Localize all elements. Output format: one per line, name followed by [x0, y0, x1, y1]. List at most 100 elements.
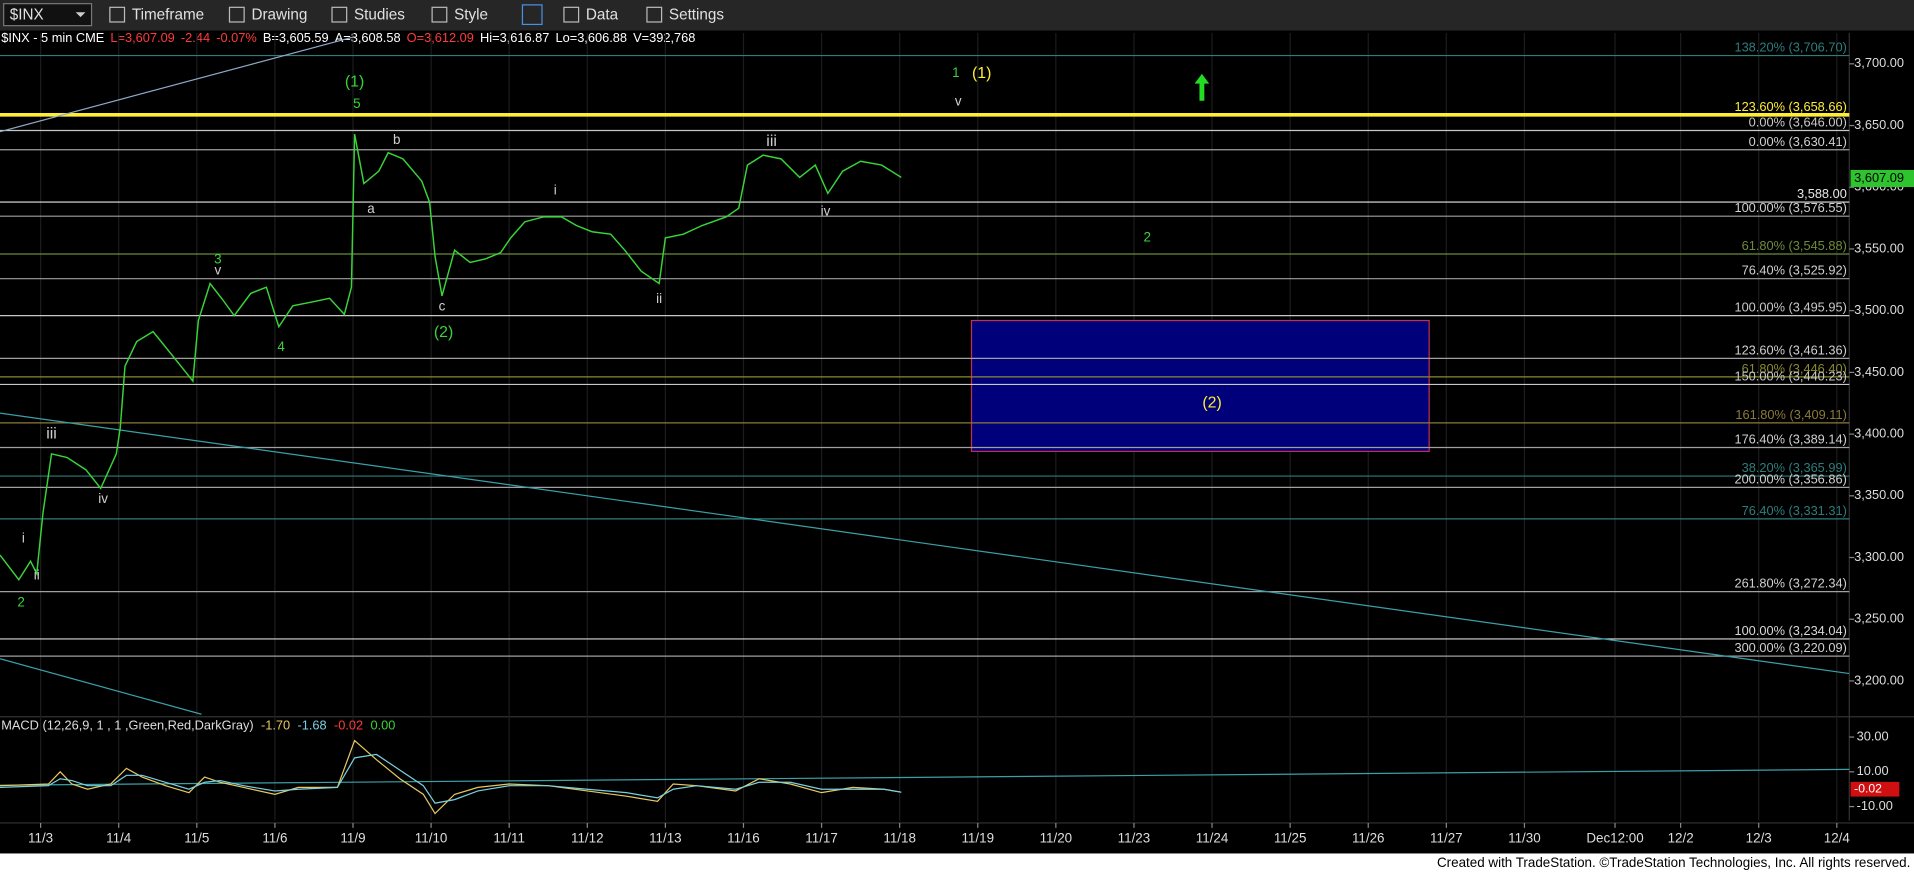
fib-label: 61.80% (3,446.40) [1742, 361, 1847, 376]
x-tick-label: 11/23 [1118, 830, 1151, 845]
header-field: O=3,612.09 [407, 30, 474, 45]
header-field: -2.44 [181, 30, 210, 45]
wave-label: a [367, 201, 375, 216]
header-field: $INX - 5 min CME [1, 30, 104, 45]
wave-label: 5 [353, 96, 360, 111]
y-tick-label: 3,300.00 [1854, 549, 1904, 564]
macd-y-tick-label: 10.00 [1857, 763, 1889, 778]
y-tick-label: 3,200.00 [1854, 672, 1904, 687]
menu-item[interactable]: Studies [354, 6, 405, 23]
menu-icon [331, 6, 348, 23]
menu-item[interactable]: Drawing [251, 6, 307, 23]
layout-icon[interactable] [521, 4, 543, 26]
x-tick-label: 11/4 [106, 830, 132, 845]
y-tick-label: 3,250.00 [1854, 611, 1904, 626]
fib-label: 76.40% (3,525.92) [1742, 263, 1847, 278]
menu-icon [646, 6, 663, 23]
header-field: Lo=3,606.88 [555, 30, 627, 45]
wave-label: 1 [952, 65, 959, 80]
fib-label: 38.20% (3,365.99) [1742, 460, 1847, 475]
wave-label: iv [821, 203, 831, 218]
price-line [0, 134, 902, 582]
menu-icon [431, 6, 448, 23]
target-zone [970, 319, 1430, 452]
menu-item[interactable]: Settings [669, 6, 724, 23]
y-tick-label: 3,500.00 [1854, 302, 1904, 317]
wave-label: 3 [214, 252, 221, 267]
macd-readout: -0.02 [334, 718, 363, 733]
y-tick-label: 3,350.00 [1854, 487, 1904, 502]
last-price-label: 3,607.09 [1854, 170, 1904, 185]
x-tick-label: 11/3 [28, 830, 53, 845]
footer-text: Created with TradeStation. ©TradeStation… [1437, 855, 1910, 870]
menu-item[interactable]: Style [454, 6, 488, 23]
wave-label: iii [766, 133, 777, 150]
macd-title: MACD (12,26,9, 1 , 1 ,Green,Red,DarkGray… [1, 718, 253, 733]
x-tick-label: 11/19 [961, 830, 994, 845]
wave-label: iii [46, 425, 57, 442]
x-tick-label: 12/3 [1746, 830, 1772, 845]
x-tick-label: 11/12 [571, 830, 604, 845]
x-tick-label: 11/13 [649, 830, 682, 845]
macd-last-box [1850, 781, 1900, 797]
macd-last-label: -0.02 [1854, 781, 1882, 795]
x-tick-label: 12/2 [1668, 830, 1694, 845]
fib-label: 100.00% (3,495.95) [1734, 300, 1846, 315]
macd-y-tick-label: 30.00 [1857, 728, 1889, 743]
menu-item[interactable]: Data [586, 6, 619, 23]
macd-line [0, 753, 902, 804]
fib-label: 300.00% (3,220.09) [1734, 640, 1846, 655]
x-tick-label: 11/30 [1508, 830, 1541, 845]
wave-label: c [439, 299, 446, 314]
wave-label: iv [98, 491, 108, 506]
menu-icon [109, 6, 126, 23]
trendline [0, 658, 202, 715]
menu-item[interactable]: Timeframe [132, 6, 204, 23]
last-price-box [1850, 169, 1914, 188]
fib-label: 100.00% (3,234.04) [1734, 623, 1846, 638]
fib-label: 200.00% (3,356.86) [1734, 471, 1846, 486]
fib-label: 123.60% (3,658.66) [1734, 99, 1846, 114]
trendline [0, 36, 355, 133]
fib-label: 100.00% (3,576.55) [1734, 200, 1846, 215]
wave-label: v [215, 263, 222, 278]
symbol-box[interactable] [3, 3, 93, 27]
trendline [0, 412, 1850, 675]
x-tick-label: 11/17 [805, 830, 838, 845]
wave-label: i [22, 531, 25, 546]
wave-label: 4 [277, 339, 285, 354]
fib-label: 76.40% (3,331.31) [1742, 503, 1847, 518]
x-tick-label: 11/9 [340, 830, 365, 845]
fib-label: 176.40% (3,389.14) [1734, 432, 1846, 447]
menu-icon [228, 6, 245, 23]
x-tick-label: 11/25 [1274, 830, 1307, 845]
y-tick-label: 3,400.00 [1854, 425, 1904, 440]
header-line: $INX - 5 min CME L=3,607.09 -2.44 -0.07% B=3… [1, 30, 695, 45]
wave-label: ii [656, 291, 662, 306]
fib-label: 123.60% (3,461.36) [1734, 342, 1846, 357]
x-tick-label: 11/16 [727, 830, 760, 845]
up-arrow [1194, 73, 1210, 101]
y-tick-label: 3,650.00 [1854, 117, 1904, 132]
header-field: V=392,768 [633, 30, 695, 45]
x-tick-label: 11/11 [493, 830, 525, 845]
fib-label: 138.20% (3,706.70) [1734, 40, 1846, 55]
wave-label: i [554, 182, 557, 197]
fib-label: 161.80% (3,409.11) [1735, 407, 1846, 422]
wave-label: (1) [972, 65, 991, 82]
x-tick-label: 11/20 [1040, 830, 1073, 845]
x-tick-label: 12/4 [1824, 830, 1851, 845]
wave-label: ii [34, 568, 40, 583]
dropdown-icon [75, 12, 86, 18]
symbol[interactable]: $INX [10, 6, 44, 23]
header-field: A=3,608.58 [335, 30, 401, 45]
fib-label: 150.00% (3,440.23) [1734, 369, 1846, 384]
wave-label: (1) [345, 74, 364, 91]
header-field: Hi=3,616.87 [480, 30, 549, 45]
fib-label: 0.00% (3,646.00) [1749, 115, 1847, 130]
x-tick-label: 11/6 [262, 830, 287, 845]
x-tick-label: 11/24 [1196, 830, 1229, 845]
